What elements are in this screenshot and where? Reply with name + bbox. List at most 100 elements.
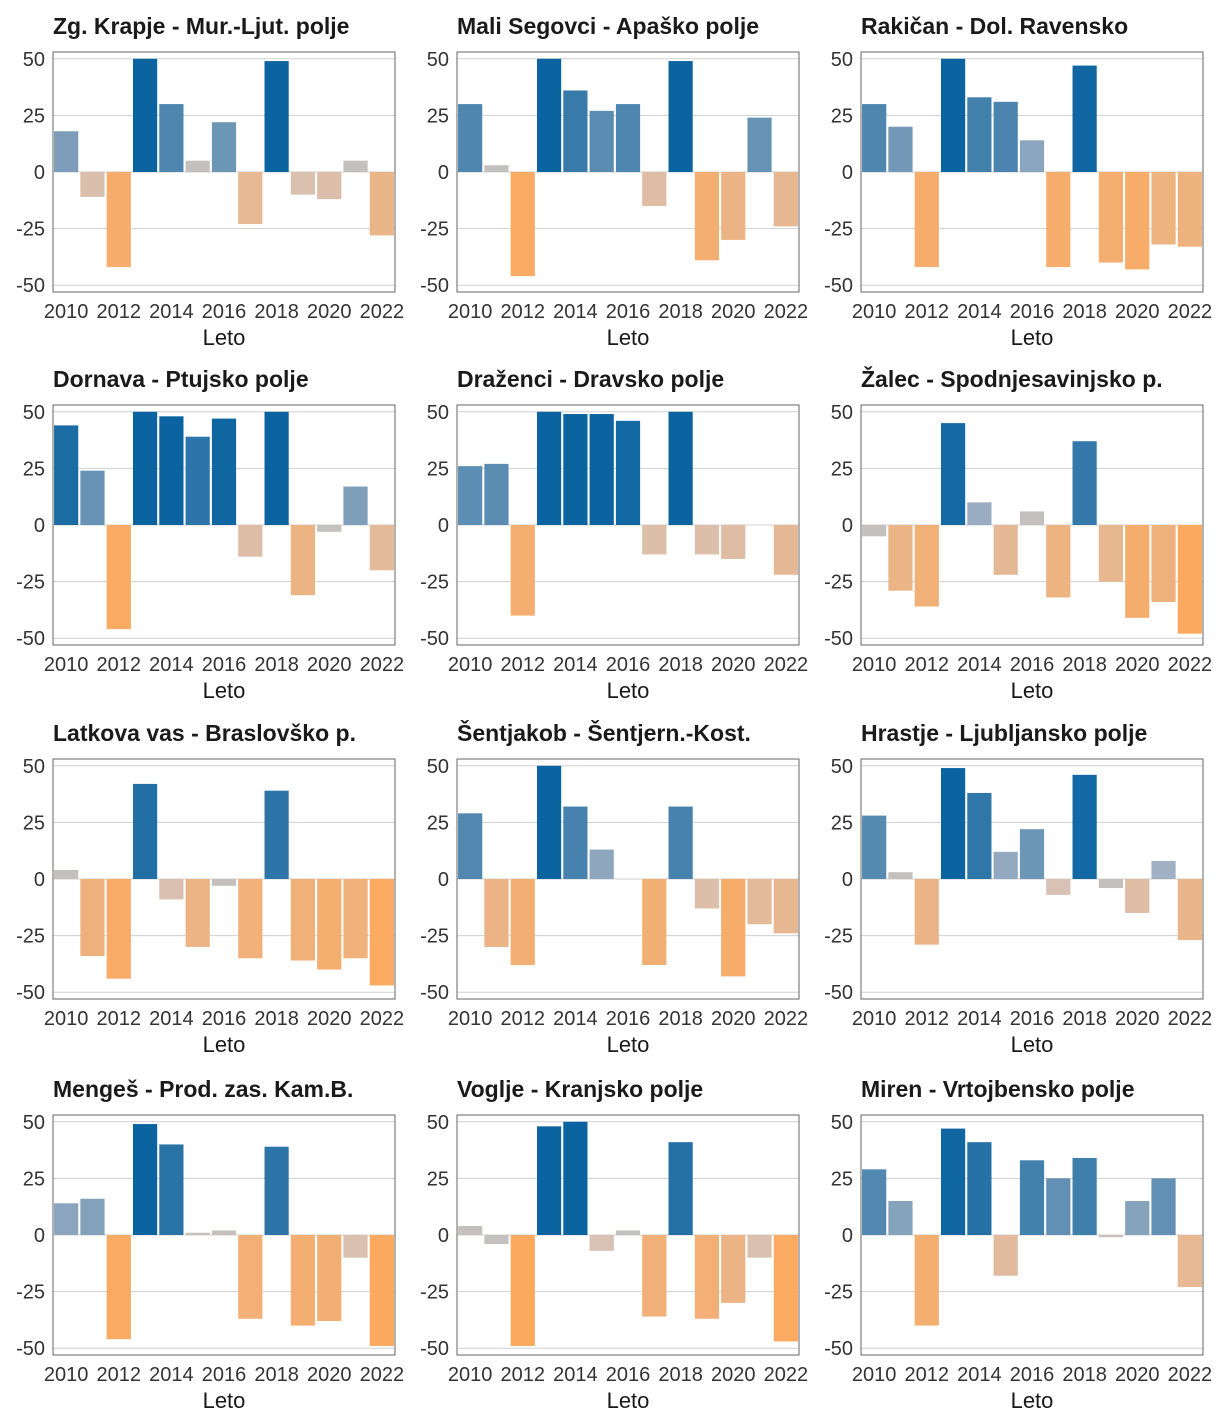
bar-2022 (773, 172, 798, 227)
chart-title: Mengeš - Prod. zas. Kam.B. (53, 1076, 353, 1102)
y-tick-label: 25 (23, 812, 45, 834)
x-axis-label: Leto (203, 1032, 246, 1057)
y-tick-label: 25 (427, 1168, 449, 1190)
x-tick-label: 2014 (957, 654, 1002, 676)
bar-2013 (536, 411, 562, 525)
bar-2015 (589, 1235, 614, 1251)
x-axis-label: Leto (203, 325, 246, 350)
bar-2010 (862, 525, 887, 537)
x-tick-label: 2012 (501, 1364, 546, 1386)
x-tick-label: 2010 (44, 301, 89, 323)
y-tick-label: 25 (831, 812, 853, 834)
bar-2017 (238, 879, 263, 959)
y-tick-label: -25 (824, 926, 853, 948)
bar-2014 (967, 792, 992, 879)
bar-2013 (940, 1128, 966, 1235)
y-tick-label: -25 (420, 219, 449, 241)
bar-2015 (185, 1232, 210, 1235)
bar-2020 (1125, 172, 1150, 270)
plot-border (860, 758, 1204, 1000)
x-tick-label: 2016 (202, 1008, 247, 1030)
y-tick-label: -25 (420, 1282, 449, 1304)
chart-title: Zg. Krapje - Mur.-Ljut. polje (53, 13, 349, 39)
bar-2010 (862, 104, 887, 172)
bar-2015 (589, 110, 614, 172)
bar-2010 (458, 466, 483, 525)
plot-border (52, 404, 396, 646)
bar-2017 (642, 1235, 667, 1317)
bar-2014 (563, 90, 588, 172)
chart-title: Draženci - Dravsko polje (457, 366, 724, 392)
bar-2012 (106, 525, 131, 630)
chart-title: Hrastje - Ljubljansko polje (861, 720, 1147, 746)
bar-2018 (1072, 774, 1097, 879)
x-tick-label: 2016 (202, 654, 247, 676)
x-axis-label: Leto (1011, 1032, 1054, 1057)
y-tick-label: 50 (23, 1112, 45, 1134)
x-tick-label: 2010 (44, 1364, 89, 1386)
bar-2019 (694, 1235, 720, 1319)
bar-2016 (211, 418, 237, 525)
plot-border (456, 1114, 800, 1356)
x-tick-label: 2010 (852, 301, 897, 323)
y-tick-label: -25 (824, 219, 853, 241)
chart-title: Rakičan - Dol. Ravensko (861, 13, 1128, 39)
y-tick-label: 25 (23, 458, 45, 480)
plot-border (52, 1114, 396, 1356)
chart-title: Dornava - Ptujsko polje (53, 366, 309, 392)
bar-2010 (54, 1203, 79, 1235)
chart-panel-7: Latkova vas - Braslovško p. 50 25 0 -25 -50 20… (16, 720, 404, 1057)
bar-2015 (185, 436, 210, 525)
bar-2011 (80, 172, 105, 197)
chart-title: Žalec - Spodnjesavinjsko p. (861, 365, 1163, 392)
x-tick-label: 2014 (553, 301, 598, 323)
bar-2022 (369, 172, 394, 236)
x-tick-label: 2018 (1062, 1008, 1107, 1030)
bar-2019 (1098, 879, 1124, 889)
y-tick-label: -50 (824, 628, 853, 650)
bar-2014 (967, 1142, 992, 1235)
bar-2019 (694, 525, 720, 555)
bar-2022 (773, 1235, 798, 1342)
bar-2022 (1177, 1235, 1202, 1288)
x-tick-label: 2022 (764, 1364, 809, 1386)
y-tick-label: 0 (438, 869, 449, 891)
x-tick-label: 2012 (97, 1008, 142, 1030)
bar-2021 (343, 879, 368, 959)
bar-2012 (510, 525, 535, 616)
x-tick-label: 2014 (957, 301, 1002, 323)
bar-2017 (238, 525, 263, 557)
bar-2018 (668, 1142, 693, 1235)
x-tick-label: 2012 (97, 654, 142, 676)
x-tick-label: 2016 (606, 1364, 651, 1386)
y-tick-label: -25 (16, 219, 45, 241)
y-tick-label: 50 (23, 402, 45, 424)
bar-2015 (589, 414, 614, 525)
plot-border (860, 51, 1204, 293)
bar-2014 (967, 97, 992, 172)
bar-2013 (940, 423, 966, 525)
plot-border (860, 404, 1204, 646)
bar-2011 (80, 470, 105, 525)
plot-border (456, 404, 800, 646)
bar-2011 (80, 879, 105, 956)
x-tick-label: 2012 (501, 1008, 546, 1030)
bar-2012 (914, 172, 939, 268)
bar-2019 (290, 1235, 316, 1326)
y-tick-label: -50 (420, 275, 449, 297)
bar-2011 (484, 879, 509, 947)
y-tick-label: 25 (427, 458, 449, 480)
bar-2021 (747, 117, 772, 172)
x-tick-label: 2022 (1168, 1008, 1213, 1030)
bar-2012 (914, 1235, 939, 1326)
bar-2011 (80, 1198, 105, 1235)
x-axis-label: Leto (1011, 1388, 1054, 1411)
bar-2022 (369, 879, 394, 986)
x-axis-label: Leto (203, 678, 246, 703)
bar-2012 (106, 1235, 131, 1340)
x-tick-label: 2022 (764, 301, 809, 323)
x-tick-label: 2012 (501, 654, 546, 676)
y-tick-label: 25 (831, 458, 853, 480)
bar-2015 (993, 1235, 1018, 1276)
chart-title: Latkova vas - Braslovško p. (53, 720, 356, 746)
